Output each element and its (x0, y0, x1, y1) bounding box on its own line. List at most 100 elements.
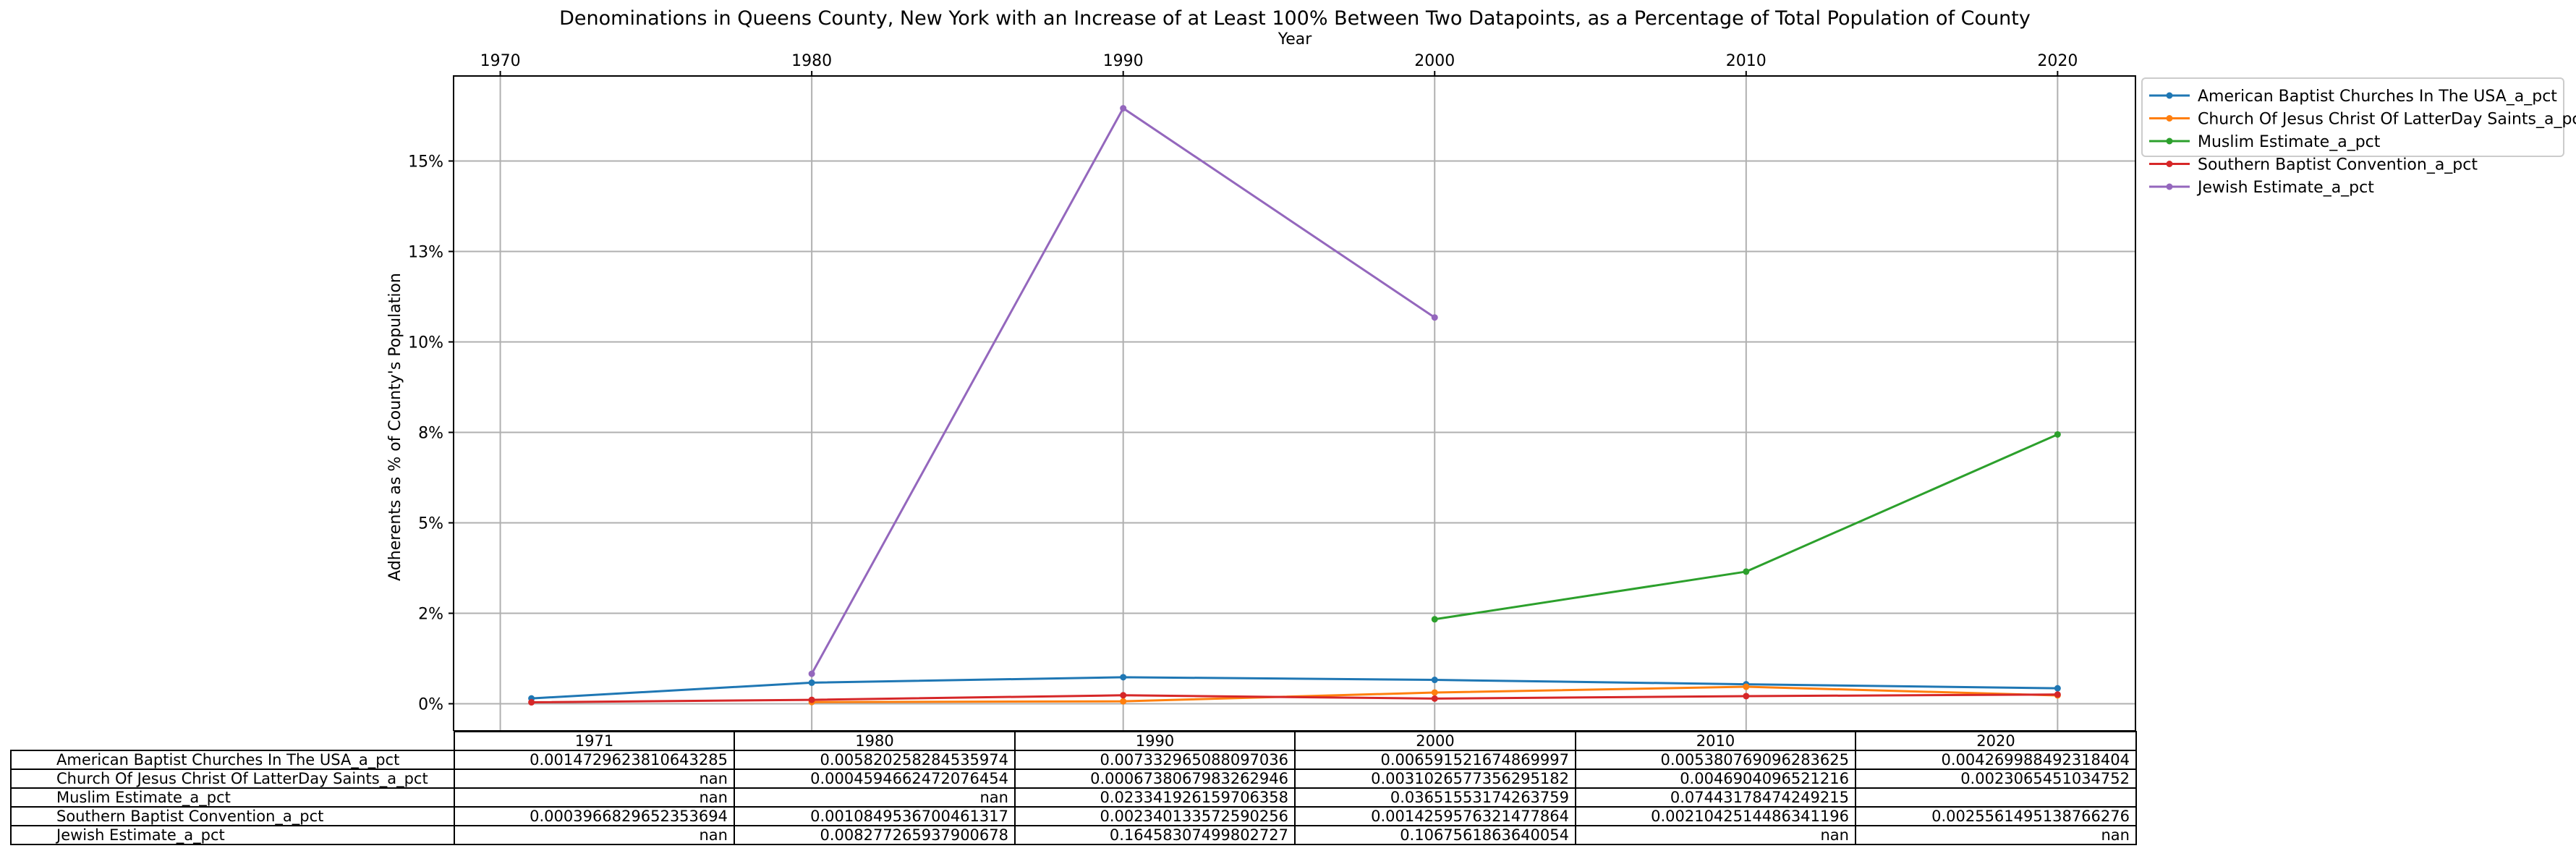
data-point (1743, 568, 1750, 575)
y-tick-label: 13% (408, 244, 443, 262)
table-cell (1855, 787, 2137, 808)
table-row: American Baptist Churches In The USA_a_p… (10, 750, 2137, 770)
series-path (531, 676, 2058, 700)
table-column-header: 2010 (1575, 731, 1856, 751)
data-point (1743, 693, 1750, 700)
data-point (528, 699, 535, 706)
line-chart: Denominations in Queens County, New York… (386, 7, 2576, 731)
legend-marker (2166, 92, 2173, 99)
table-cell: 0.0004594662472076454 (734, 769, 1016, 789)
legend-entry: Jewish Estimate_a_pct (2149, 179, 2374, 197)
legend-label: American Baptist Churches In The USA_a_p… (2198, 88, 2557, 106)
table-cell: 0.0031026577356295182 (1294, 769, 1576, 789)
y-tick-label: 8% (418, 425, 443, 443)
y-tick-label: 10% (408, 334, 443, 352)
series-path (531, 693, 2058, 704)
table-cell: 0.0021042514486341196 (1575, 806, 1856, 826)
table-cell: 0.0025561495138766276 (1855, 806, 2137, 826)
table-cell: 0.16458307499802727 (1014, 825, 1296, 845)
data-point (2054, 691, 2061, 698)
table-cell: 0.008277265937900678 (734, 825, 1016, 845)
table-cell: 0.0046904096521216 (1575, 769, 1856, 789)
table-cell: 0.03651553174263759 (1294, 787, 1576, 808)
legend-label: Jewish Estimate_a_pct (2196, 179, 2374, 197)
table-column-header: 1980 (734, 731, 1016, 751)
chart-title: Denominations in Queens County, New York… (559, 7, 2031, 30)
x-tick-label: 2020 (2037, 52, 2078, 70)
data-point (808, 696, 815, 703)
table-cell: 0.0014259576321477864 (1294, 806, 1576, 826)
legend-marker (2166, 161, 2173, 167)
y-axis-label: Adherents as % of County's Population (386, 273, 404, 581)
table-cell: nan (734, 787, 1016, 808)
table-cell: nan (454, 769, 735, 789)
table-row: Jewish Estimate_a_pct nan 0.00827726593790… (10, 825, 2137, 845)
x-tick-label: 1970 (480, 52, 521, 70)
plot-frame (453, 75, 2136, 731)
table-cell: 0.0023065451034752 (1855, 769, 2137, 789)
table-cell: 0.0014729623810643285 (454, 750, 735, 770)
data-point (1431, 314, 1438, 321)
table-column-header: 2020 (1855, 731, 2137, 751)
data-point (1431, 695, 1438, 702)
data-table: 1971 1980 1990 2000 2010 2020 American B… (10, 731, 2137, 845)
table-cell: 0.0006738067983262946 (1014, 769, 1296, 789)
table-cell: 0.07443178474249215 (1575, 787, 1856, 808)
data-point (2054, 431, 2061, 438)
data-point (2054, 685, 2061, 692)
data-point (1431, 677, 1438, 684)
table-row: Muslim Estimate_a_pct nan nan 0.02334192615… (10, 787, 2137, 808)
legend: American Baptist Churches In The USA_a_p… (2141, 77, 2576, 197)
table-column-header: 2000 (1294, 731, 1576, 751)
table-cell: 0.0003966829652353694 (454, 806, 735, 826)
table-cell: 0.005820258284535974 (734, 750, 1016, 770)
legend-marker (2166, 183, 2173, 190)
x-tick-label: 2010 (1726, 52, 1767, 70)
data-point (1743, 683, 1750, 690)
data-point (1431, 616, 1438, 623)
grid (454, 76, 2135, 731)
table-column-header: 1990 (1014, 731, 1296, 751)
legend-label: Church Of Jesus Christ Of LatterDay Sain… (2198, 111, 2576, 129)
data-point (808, 679, 815, 686)
data-point (1120, 692, 1127, 699)
legend-entry: Muslim Estimate_a_pct (2149, 133, 2381, 151)
table-column-header: 1971 (454, 731, 735, 751)
legend-entry: Church Of Jesus Christ Of LatterDay Sain… (2149, 111, 2576, 129)
data-point (1120, 674, 1127, 681)
y-tick-label: 15% (408, 153, 443, 172)
table-cell: 0.005380769096283625 (1575, 750, 1856, 770)
table-cell: 0.023341926159706358 (1014, 787, 1296, 808)
x-ticks: 1970 1980 1990 2000 2010 2020 (480, 52, 2078, 76)
table-cell: 0.006591521674869997 (1294, 750, 1576, 770)
legend-marker (2166, 137, 2173, 145)
table-header-row: 1971 1980 1990 2000 2010 2020 (11, 731, 2137, 751)
table-cell: nan (1855, 825, 2137, 845)
series-line (1431, 431, 2061, 623)
x-tick-label: 2000 (1414, 52, 1455, 70)
table-cell: nan (454, 787, 735, 808)
x-tick-label: 1990 (1103, 52, 1144, 70)
legend-marker (2166, 115, 2173, 122)
legend-entry: American Baptist Churches In The USA_a_p… (2149, 88, 2557, 106)
table-cell: 0.004269988492318404 (1855, 750, 2137, 770)
y-tick-label: 5% (418, 515, 443, 533)
y-ticks: 0% 2% 5% 8% 10% 13% 15% (408, 153, 454, 714)
table-cell: 0.0010849536700461317 (734, 806, 1016, 826)
y-tick-label: 0% (418, 696, 443, 714)
table-cell: 0.1067561863640054 (1294, 825, 1576, 845)
y-tick-label: 2% (418, 606, 443, 624)
data-point (808, 670, 815, 677)
legend-frame (2141, 77, 2564, 157)
table-corner (11, 732, 454, 750)
table-row-label: Muslim Estimate_a_pct (10, 787, 455, 808)
table-cell: nan (454, 825, 735, 845)
table-row-label: American Baptist Churches In The USA_a_p… (10, 750, 455, 770)
table-row: Church Of Jesus Christ Of LatterDay Sain… (10, 769, 2137, 789)
table-row-label: Jewish Estimate_a_pct (10, 825, 455, 845)
table-cell: 0.002340133572590256 (1014, 806, 1296, 826)
data-point (1120, 698, 1127, 705)
series-line (808, 105, 1438, 677)
table-cell: nan (1575, 825, 1856, 845)
data-point (1431, 689, 1438, 696)
